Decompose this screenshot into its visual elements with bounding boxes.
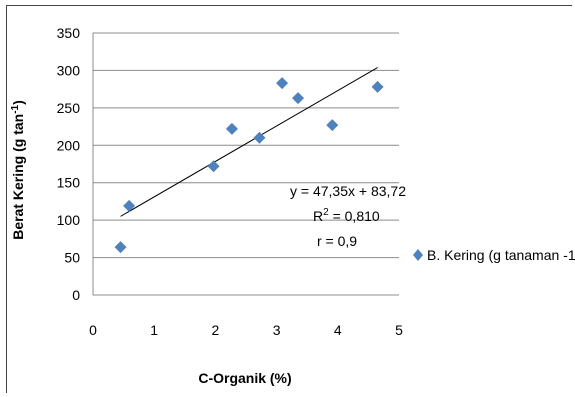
data-point [326,119,339,132]
x-tick-label-4: 4 [334,322,342,338]
legend-label: B. Kering (g tanaman -1) [427,247,575,263]
y-tick-label-300: 300 [57,62,81,78]
y-axis-title-end: ) [10,100,26,105]
y-tick-label-200: 200 [57,137,81,153]
gridlines [92,32,399,296]
y-axis-title: Berat Kering (g tan-1) [10,100,26,240]
y-tick-label-350: 350 [57,25,81,41]
y-axis-title-main: Berat Kering (g tan [10,114,26,240]
legend-marker-diamond [413,249,423,261]
y-tick-label-150: 150 [57,175,81,191]
x-tick-label-1: 1 [150,322,158,338]
r-squared-value: = 0,810 [329,208,380,224]
data-point [207,160,220,173]
trendline-group [120,67,378,217]
data-points [114,77,384,254]
data-point [114,241,127,254]
trendline-equation: y = 47,35x + 83,72 [290,183,406,199]
y-tick-label-100: 100 [57,212,81,228]
trendline [120,67,378,217]
y-tick-labels: 0 50 100 150 200 250 300 350 [57,25,81,303]
legend: B. Kering (g tanaman -1) [413,247,575,263]
data-point [253,131,266,144]
x-tick-labels: 0 1 2 3 4 5 [89,322,403,338]
x-tick-label-2: 2 [212,322,220,338]
r-squared-label: R2 = 0,810 [313,207,380,224]
x-axis-title: C-Organik (%) [198,370,291,386]
x-tick-label-5: 5 [395,322,403,338]
y-tick-label-250: 250 [57,100,81,116]
x-tick-label-3: 3 [273,322,281,338]
data-point [225,122,238,135]
y-tick-label-50: 50 [64,250,80,266]
correlation-label: r = 0,9 [317,233,357,249]
x-tick-label-0: 0 [89,322,97,338]
data-point [292,92,305,105]
data-point [276,77,289,90]
data-point [123,199,136,212]
y-tick-label-0: 0 [72,287,80,303]
r-squared-sup: 2 [323,207,329,218]
chart-frame [6,5,572,393]
data-point [371,80,384,93]
y-axis-title-sup: -1 [10,104,21,113]
r-squared-r: R [313,208,323,224]
